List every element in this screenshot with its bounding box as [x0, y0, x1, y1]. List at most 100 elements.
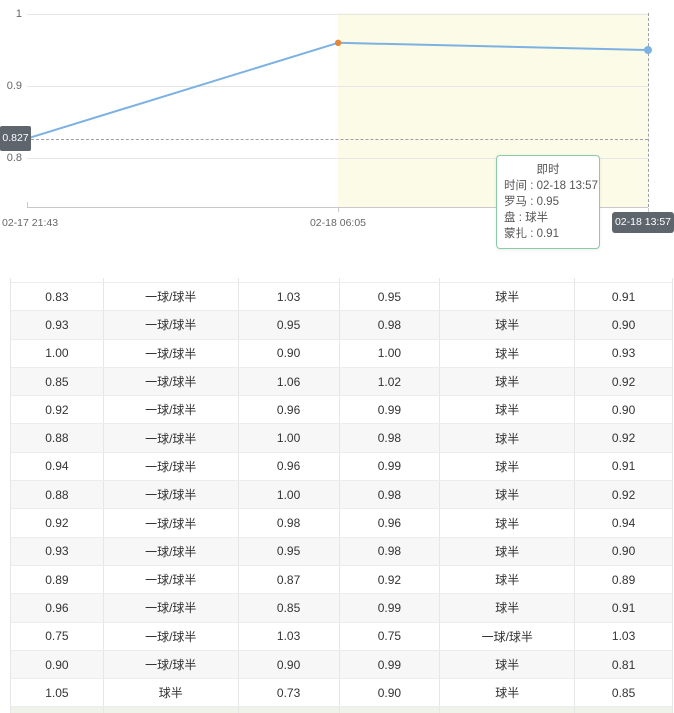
table-cell: 0.83 [11, 283, 104, 311]
table-cell: 球半 [440, 396, 576, 424]
table-cell: 1.00 [11, 339, 104, 367]
table-row: 0.75 一球/球半 1.03 0.75 一球/球半 1.03 [10, 622, 673, 651]
table-cell: 0.98 [340, 537, 441, 565]
table-cell: 0.99 [340, 594, 441, 622]
table-cell: 球半 [440, 594, 576, 622]
table-cell: 一球/球半 [104, 424, 239, 452]
table-cell: 一球/球半 [104, 396, 239, 424]
highlight-band [338, 13, 648, 207]
odds-table-body: 0.83 一球/球半 1.03 0.95 球半 0.91 0.93 一球/球半 0.95 0.98… [10, 283, 673, 708]
table-row: 0.93 一球/球半 0.95 0.98 球半 0.90 [10, 311, 673, 340]
tooltip-row: 蒙扎 : 0.91 [504, 228, 559, 240]
table-cell: 0.95 [239, 311, 340, 339]
table-cell: 0.88 [11, 424, 104, 452]
table-cell: 0.92 [11, 396, 104, 424]
table-cell: 0.81 [575, 650, 673, 679]
table-cell: 1.00 [239, 481, 340, 509]
table-cell: 0.98 [340, 481, 441, 509]
table-cell: 0.90 [239, 339, 340, 367]
table-cell: 球半 [440, 565, 576, 594]
table-cell: 0.99 [340, 396, 441, 424]
table-cell: 一球/球半 [104, 509, 239, 537]
table-cell: 0.91 [575, 283, 673, 311]
table-cell: 球半 [440, 452, 576, 481]
table-cell: 一球/球半 [104, 565, 239, 594]
table-cell: 球半 [104, 679, 239, 707]
tooltip-row: 罗马 : 0.95 [504, 196, 559, 208]
table-cell: 1.02 [340, 367, 441, 396]
table-cell: 球半 [440, 311, 576, 339]
table-cell: 1.03 [575, 622, 673, 650]
x-axis-line [27, 207, 648, 208]
table-cell: 0.87 [239, 565, 340, 594]
partial-row-bottom [10, 707, 673, 713]
table-row: 0.88 一球/球半 1.00 0.98 球半 0.92 [10, 481, 673, 510]
table-cell: 一球/球半 [104, 283, 239, 311]
tooltip-row: 盘 : 球半 [504, 212, 549, 224]
table-cell: 0.96 [239, 452, 340, 481]
current-time-badge: 02-18 13:57 [612, 212, 674, 233]
table-row: 0.85 一球/球半 1.06 1.02 球半 0.92 [10, 367, 673, 397]
table-cell: 0.94 [575, 509, 673, 537]
table-row: 0.93 一球/球半 0.95 0.98 球半 0.90 [10, 537, 673, 566]
table-cell: 0.95 [340, 283, 441, 311]
table-row: 0.92 一球/球半 0.98 0.96 球半 0.94 [10, 509, 673, 538]
table-cell: 1.03 [239, 283, 340, 311]
x-axis-tick [27, 202, 28, 207]
table-row: 1.05 球半 0.73 0.90 球半 0.85 [10, 679, 673, 708]
table-cell: 0.92 [11, 509, 104, 537]
table-cell: 0.91 [575, 452, 673, 481]
table-cell: 0.85 [575, 679, 673, 707]
table-cell: 0.98 [340, 311, 441, 339]
table-cell: 0.92 [575, 367, 673, 396]
table-cell: 0.85 [11, 367, 104, 396]
table-cell: 0.90 [575, 537, 673, 565]
table-cell: 0.91 [575, 594, 673, 622]
table-cell: 0.90 [575, 396, 673, 424]
table-row: 0.88 一球/球半 1.00 0.98 球半 0.92 [10, 424, 673, 453]
gridline-1.0 [27, 14, 648, 15]
gridline-0.9 [27, 86, 648, 87]
table-cell: 1.06 [239, 367, 340, 396]
table-cell: 球半 [440, 650, 576, 679]
reference-dash-line [31, 139, 648, 140]
table-cell: 0.88 [11, 481, 104, 509]
table-cell: 0.96 [340, 509, 441, 537]
table-cell: 0.90 [340, 679, 441, 707]
table-cell: 0.75 [11, 622, 104, 650]
table-cell: 0.98 [340, 424, 441, 452]
current-value-badge: 0.827 [0, 126, 31, 151]
table-cell: 0.90 [575, 311, 673, 339]
tooltip-title: 即时 [536, 164, 560, 176]
table-cell: 一球/球半 [104, 367, 239, 396]
table-cell: 0.90 [239, 650, 340, 679]
table-cell: 1.03 [239, 622, 340, 650]
table-cell: 球半 [440, 509, 576, 537]
tooltip-rows: 时间 : 02-18 13:57 罗马 : 0.95 盘 : 球半 蒙扎 : 0.91 [504, 178, 598, 242]
x-axis-tick [338, 208, 339, 212]
table-cell: 1.05 [11, 679, 104, 707]
table-cell: 0.98 [239, 509, 340, 537]
y-axis-label: 1 [15, 8, 22, 20]
table-cell: 球半 [440, 424, 576, 452]
table-cell: 一球/球半 [104, 650, 239, 679]
table-cell: 一球/球半 [104, 481, 239, 509]
table-cell: 一球/球半 [104, 311, 239, 339]
table-cell: 球半 [440, 481, 576, 509]
table-cell: 0.75 [340, 622, 441, 650]
x-axis-label: 02-17 21:43 [2, 217, 59, 229]
table-cell: 0.89 [575, 565, 673, 594]
table-row: 0.89 一球/球半 0.87 0.92 球半 0.89 [10, 565, 673, 595]
table-cell: 一球/球半 [104, 622, 239, 650]
x-axis-label: 02-18 06:05 [309, 217, 367, 229]
table-cell: 0.92 [575, 424, 673, 452]
odds-history-table: 0.83 一球/球半 1.03 0.95 球半 0.91 0.93 一球/球半 0.95 0.98… [10, 278, 673, 713]
table-cell: 0.92 [340, 565, 441, 594]
table-cell: 0.90 [11, 650, 104, 679]
table-row: 1.00 一球/球半 0.90 1.00 球半 0.93 [10, 339, 673, 368]
odds-line-chart[interactable]: 1 0.9 0.8 0.827 02-17 21:43 02-18 06:05 … [0, 0, 674, 249]
table-cell: 球半 [440, 339, 576, 367]
table-cell: 球半 [440, 367, 576, 396]
partial-row-top [10, 278, 673, 283]
